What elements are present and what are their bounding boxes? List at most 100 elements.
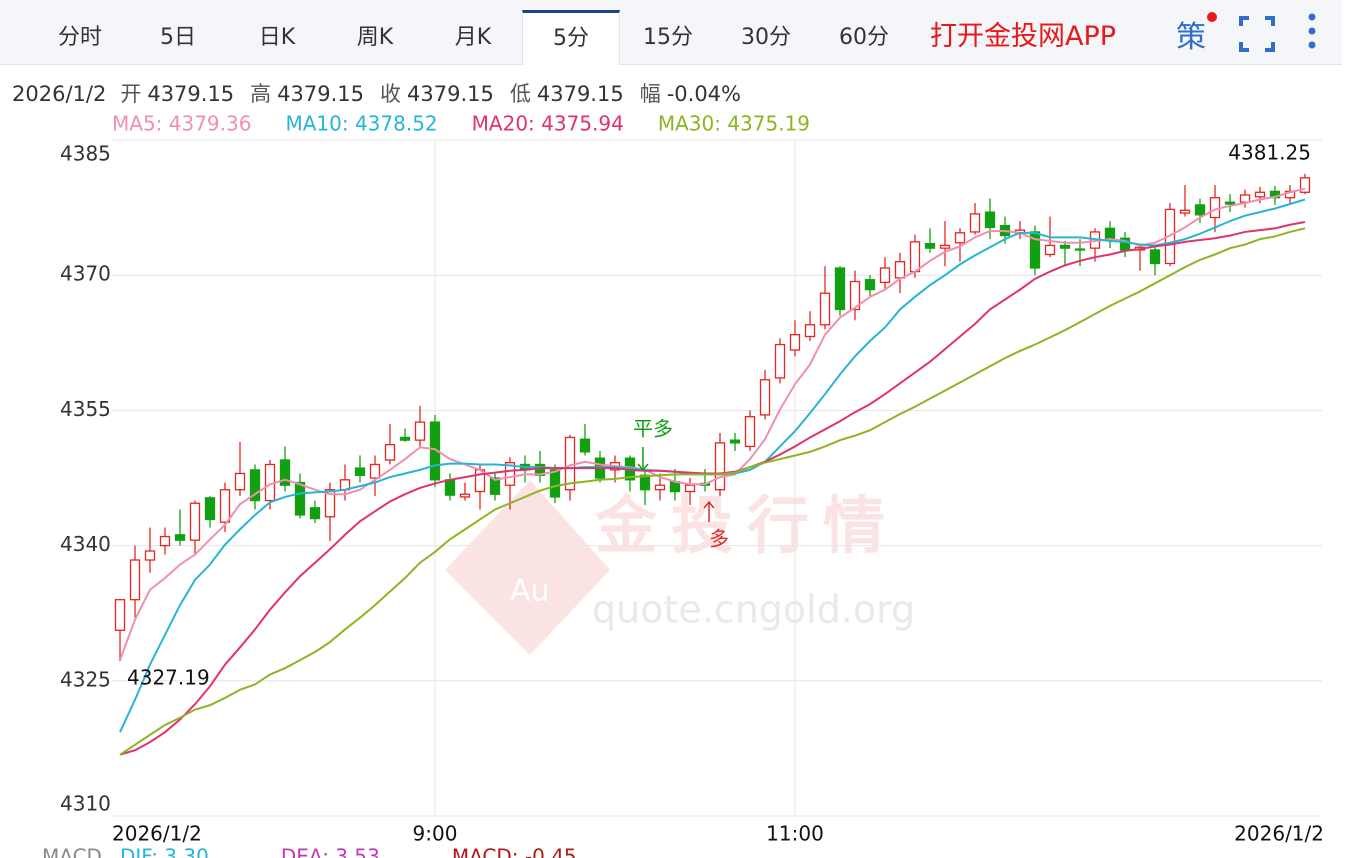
info-label: 幅 [640, 82, 661, 106]
y-tick-label: 4325 [60, 667, 111, 691]
candle-body [1179, 209, 1191, 214]
tab[interactable]: 周K [356, 25, 394, 50]
candle-body [849, 280, 861, 311]
candle-body [1239, 194, 1251, 203]
x-tick-label: 2026/1/2 [1234, 822, 1324, 846]
info-value: 4379.15 [277, 82, 364, 106]
candle-body [1059, 244, 1071, 249]
info-label: 开 [120, 82, 141, 106]
tab[interactable]: 月K [454, 25, 492, 50]
candle-body [879, 267, 891, 284]
candle-body [144, 550, 156, 561]
tab[interactable]: 30分 [741, 25, 791, 50]
legend-entry: MA30: 4375.19 [658, 112, 810, 136]
tab-active[interactable]: 5分 [522, 10, 620, 65]
info-label: 高 [250, 82, 271, 106]
candle-body [939, 244, 951, 249]
candle-body [789, 334, 801, 351]
candle-body [1254, 191, 1266, 198]
candle-body [159, 535, 171, 547]
watermark-url: quote.cngold.org [592, 588, 915, 632]
candle-body [729, 439, 741, 444]
y-tick-label: 4370 [60, 262, 111, 286]
candle-body [684, 484, 696, 493]
annotation: 平多 [633, 417, 673, 441]
candle-body [759, 379, 771, 416]
strategy-button[interactable]: 策 [1176, 20, 1206, 55]
fullscreen-button[interactable] [1237, 14, 1277, 54]
candle-body [864, 279, 876, 291]
y-tick-label: 4340 [60, 532, 111, 556]
candle-body [744, 416, 756, 448]
y-tick-label: 4355 [60, 397, 111, 421]
candle-body [894, 261, 906, 279]
app-link[interactable]: 打开金投网APP [930, 21, 1117, 52]
annotation-arrowhead [703, 500, 715, 509]
candle-body [444, 479, 456, 496]
candle-body [369, 463, 381, 479]
candle-body [804, 324, 816, 338]
tab[interactable]: 日K [258, 25, 296, 50]
candle-body [384, 444, 396, 461]
watermark: Au 金投行情 quote.cngold.org [445, 480, 915, 655]
candle-body [279, 459, 291, 486]
legend-entry: MA20: 4375.94 [472, 112, 624, 136]
y-tick-label: 4385 [60, 142, 111, 166]
info-value: 4379.15 [537, 82, 624, 106]
more-button[interactable] [1302, 12, 1322, 52]
ma-line [119, 198, 1306, 733]
info-value: -0.04% [667, 82, 741, 106]
annotation-arrowhead [637, 463, 649, 472]
tab[interactable]: 15分 [643, 25, 693, 50]
candle-body [504, 462, 516, 486]
info-label: 收 [380, 82, 401, 106]
candle-body [459, 493, 471, 498]
tab[interactable]: 分时 [57, 25, 102, 50]
info-value: 4379.15 [407, 82, 494, 106]
candle-body [639, 474, 651, 491]
annotation: 多 [709, 527, 729, 551]
x-tick-label: 2026/1/2 [112, 822, 202, 846]
candle-body [249, 469, 261, 502]
info-date: 2026/1/2 [12, 82, 106, 106]
candle-body [564, 436, 576, 491]
candle-body [174, 534, 186, 541]
candle-body [579, 438, 591, 453]
candle-body [294, 481, 306, 516]
macd-label: MACD: -0.45 [452, 845, 577, 858]
macd-label: MACD [42, 845, 102, 858]
candle-body [924, 243, 936, 249]
candle-body [1299, 177, 1311, 193]
candle-body [489, 477, 501, 495]
tab[interactable]: 60分 [839, 25, 889, 50]
legend-entry: MA5: 4379.36 [112, 112, 251, 136]
watermark-title: 金投行情 [594, 489, 899, 562]
info-label: 低 [510, 82, 531, 106]
candle-body [819, 292, 831, 326]
tab-bar: 分时 5日 日K 周K 月K 5分 15分 30分 60分 打开金投网APP 策 [0, 0, 1342, 65]
macd-label: DEA: 3.53 [281, 845, 380, 858]
candle-body [1074, 248, 1086, 251]
candle-body [1149, 249, 1161, 265]
candle-body [309, 507, 321, 520]
candle-body [654, 484, 666, 491]
info-value: 4379.15 [147, 82, 234, 106]
y-tick-label: 4310 [60, 792, 111, 816]
candle-body [909, 241, 921, 273]
candle-body [834, 267, 846, 311]
candle-body [414, 421, 426, 441]
candle-body [324, 489, 336, 518]
candle-body [1209, 197, 1221, 219]
min-label: 4327.19 [127, 666, 210, 690]
tab[interactable]: 5日 [160, 25, 196, 50]
notify-dot [1207, 12, 1217, 22]
candle-body [204, 497, 216, 521]
candle-body [549, 469, 561, 498]
max-label: 4381.25 [1228, 140, 1311, 164]
candle-body [714, 442, 726, 491]
candle-body [1194, 204, 1206, 216]
x-tick-label: 9:00 [413, 822, 458, 846]
candle-body [129, 559, 141, 601]
candle-body [114, 599, 126, 631]
